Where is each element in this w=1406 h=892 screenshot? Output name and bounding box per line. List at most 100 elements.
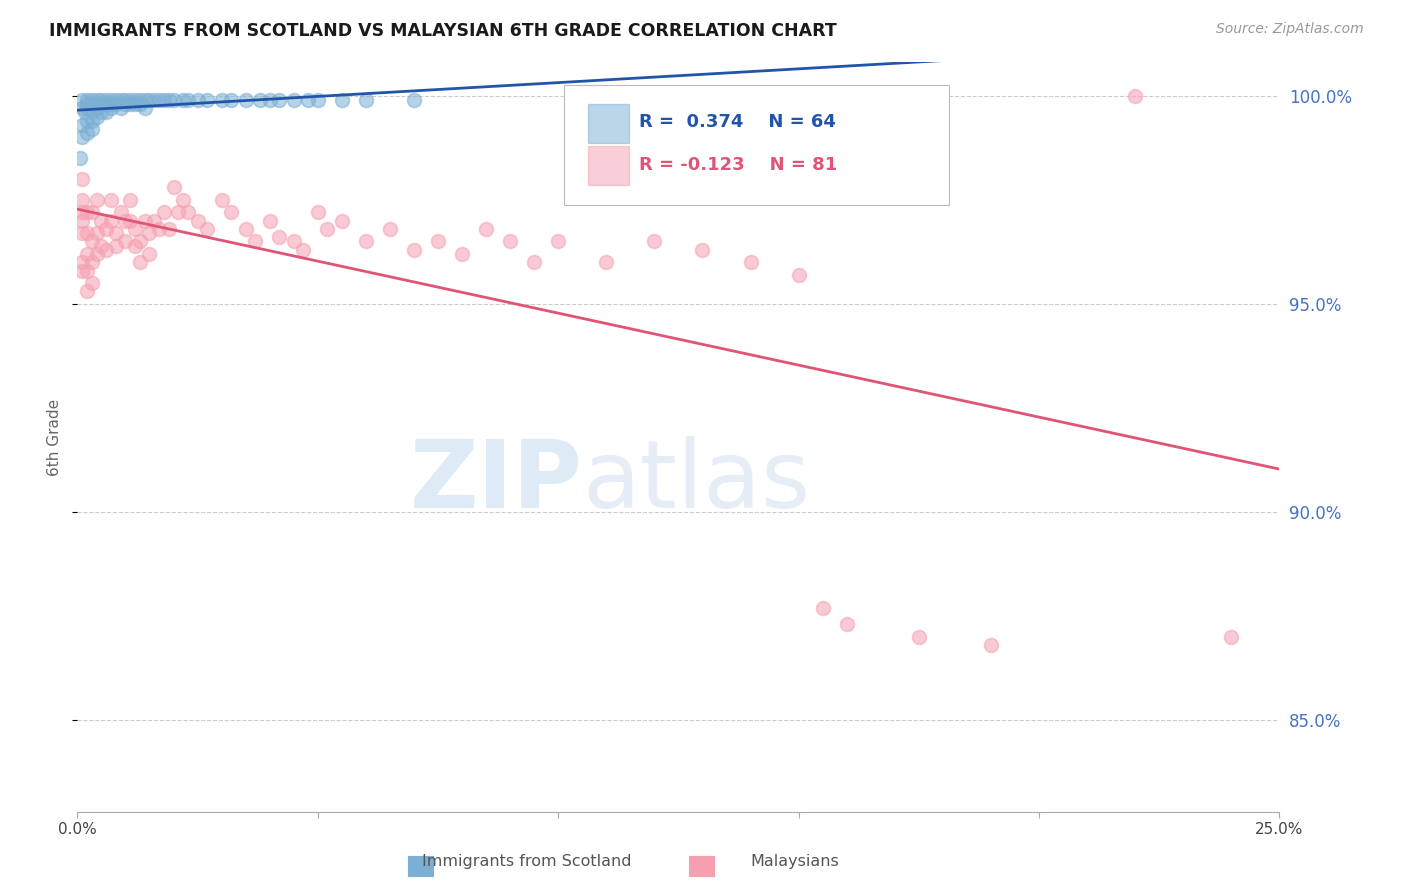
Point [128,97,150,112]
Point [86,226,108,240]
Point [70,226,93,240]
Point [211,193,233,207]
FancyBboxPatch shape [564,85,949,205]
Point [908,630,931,644]
Point [692,243,714,257]
Point [330,213,353,227]
Point [134,93,156,107]
Point [76,285,98,299]
Text: R =  0.374    N = 64: R = 0.374 N = 64 [638,113,835,131]
Point [70,118,93,132]
Point [96,243,118,257]
Point [138,226,160,240]
Point [402,93,425,107]
Point [134,101,156,115]
Point [70,193,93,207]
Point [172,93,194,107]
Point [292,243,315,257]
Point [283,235,305,249]
Point [354,93,377,107]
Point [80,113,103,128]
Point [69,151,91,165]
Point [124,97,146,112]
Point [249,93,271,107]
Point [269,93,291,107]
Point [86,93,108,107]
Text: Immigrants from Scotland: Immigrants from Scotland [422,854,633,869]
Point [80,97,103,112]
Point [643,235,665,249]
Point [157,93,180,107]
Y-axis label: 6th Grade: 6th Grade [46,399,62,475]
Point [195,93,218,107]
Point [330,93,353,107]
Point [219,205,242,219]
Point [80,105,103,120]
Point [70,130,93,145]
Point [76,93,98,107]
Point [86,247,108,261]
Point [76,226,98,240]
Point [172,193,194,207]
Point [211,93,233,107]
Point [283,93,305,107]
Point [114,93,136,107]
Point [128,235,150,249]
Point [76,205,98,219]
Point [86,110,108,124]
FancyBboxPatch shape [588,146,628,186]
Point [90,105,112,120]
Point [595,255,617,269]
Point [114,97,136,112]
Point [402,243,425,257]
Point [167,205,190,219]
Point [523,255,546,269]
Point [114,213,136,227]
Point [297,93,319,107]
Point [153,93,176,107]
Point [307,205,329,219]
FancyBboxPatch shape [588,103,628,143]
Text: Source: ZipAtlas.com: Source: ZipAtlas.com [1216,22,1364,37]
Point [427,235,450,249]
Point [80,235,103,249]
Point [162,180,184,194]
Point [80,255,103,269]
Point [148,93,170,107]
Point [70,263,93,277]
Point [110,101,132,115]
Point [143,93,166,107]
Point [134,213,156,227]
Point [90,213,112,227]
Point [619,88,641,103]
Point [138,93,160,107]
Point [148,222,170,236]
Point [153,205,176,219]
Text: atlas: atlas [582,436,810,528]
Point [245,235,267,249]
Point [90,93,112,107]
Point [80,205,103,219]
Point [451,247,474,261]
Point [499,235,522,249]
Point [547,235,569,249]
Point [96,222,118,236]
Point [96,105,118,120]
Point [235,93,257,107]
Point [70,101,93,115]
Point [835,617,858,632]
Point [90,238,112,252]
Point [80,276,103,290]
Point [259,93,281,107]
Point [100,101,122,115]
Point [80,122,103,136]
Point [811,600,834,615]
Point [70,205,93,219]
Point [177,93,200,107]
Point [76,263,98,277]
Point [787,268,810,282]
Point [76,126,98,140]
Point [100,193,122,207]
Point [128,93,150,107]
Point [73,105,96,120]
